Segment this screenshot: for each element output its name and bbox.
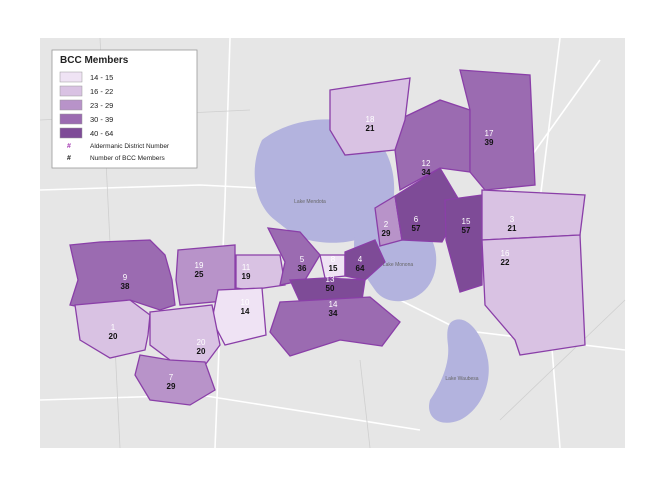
- district-number: 20: [197, 338, 206, 347]
- district-number: 13: [326, 275, 335, 284]
- district-number: 16: [501, 249, 510, 258]
- legend-symbol-label: Number of BCC Members: [90, 155, 166, 162]
- bcc-members: 22: [501, 258, 510, 267]
- bcc-members: 50: [326, 284, 335, 293]
- legend-symbol: #: [67, 143, 71, 150]
- district: [211, 287, 267, 346]
- district-number: 12: [422, 159, 431, 168]
- legend-swatch: [59, 127, 83, 139]
- bcc-members: 64: [356, 264, 365, 273]
- lake-label: Lake Mendota: [294, 199, 326, 205]
- legend: BCC Members 14 - 15 16 - 22 23 - 29 30 - 39…: [51, 49, 198, 169]
- district: [394, 99, 471, 192]
- legend-label: 30 - 39: [90, 115, 113, 124]
- district-number: 15: [462, 217, 471, 226]
- legend-label: 40 - 64: [90, 129, 113, 138]
- legend-title: BCC Members: [60, 55, 129, 66]
- bcc-members: 29: [382, 229, 391, 238]
- district-number: 1: [111, 323, 116, 332]
- bcc-members: 39: [485, 138, 494, 147]
- lake-label: Lake Waubesa: [445, 376, 478, 382]
- bcc-members: 15: [329, 264, 338, 273]
- legend-label: 23 - 29: [90, 101, 113, 110]
- districts: [69, 69, 586, 406]
- district: [481, 189, 586, 241]
- labels: 9381201925111910142020729536815464135014…: [109, 115, 517, 391]
- district: [481, 234, 586, 356]
- district: [235, 254, 286, 291]
- district-number: 8: [331, 255, 336, 264]
- district-number: 3: [510, 215, 515, 224]
- district: [74, 299, 151, 359]
- legend-swatch: [59, 113, 83, 125]
- legend-swatch: [59, 99, 83, 111]
- district-number: 4: [358, 255, 363, 264]
- district: [289, 277, 366, 303]
- district: [269, 296, 401, 357]
- district-number: 19: [195, 261, 204, 270]
- bcc-members: 34: [329, 309, 338, 318]
- district-number: 5: [300, 255, 305, 264]
- bcc-members: 21: [508, 224, 517, 233]
- lake-label: Lake Monona: [383, 262, 414, 268]
- bcc-members: 19: [242, 272, 251, 281]
- legend-symbol: #: [67, 155, 71, 162]
- bcc-members: 38: [121, 282, 130, 291]
- legend-swatch: [59, 71, 83, 83]
- district: [344, 239, 386, 281]
- bcc-members: 20: [109, 332, 118, 341]
- lake: [429, 319, 489, 423]
- district-number: 18: [366, 115, 375, 124]
- district-number: 10: [241, 298, 250, 307]
- bcc-members: 36: [298, 264, 307, 273]
- district: [329, 77, 411, 156]
- legend-label: 16 - 22: [90, 87, 113, 96]
- district: [444, 194, 483, 293]
- bcc-members: 57: [462, 226, 471, 235]
- district: [69, 239, 176, 311]
- legend-label: 14 - 15: [90, 73, 113, 82]
- district-number: 14: [329, 300, 338, 309]
- district-number: 17: [485, 129, 494, 138]
- bcc-members: 25: [195, 270, 204, 279]
- district: [134, 354, 216, 406]
- bcc-members: 34: [422, 168, 431, 177]
- legend-symbol-label: Aldermanic District Number: [90, 143, 170, 150]
- legend-swatch: [59, 85, 83, 97]
- bcc-members: 57: [412, 224, 421, 233]
- district-number: 2: [384, 220, 389, 229]
- bcc-members: 29: [167, 382, 176, 391]
- bcc-members: 21: [366, 124, 375, 133]
- district-number: 6: [414, 215, 419, 224]
- district-number: 7: [169, 373, 174, 382]
- district-number: 9: [123, 273, 128, 282]
- bcc-members: 20: [197, 347, 206, 356]
- bcc-members: 14: [241, 307, 250, 316]
- district: [459, 69, 536, 191]
- district-number: 11: [242, 263, 251, 272]
